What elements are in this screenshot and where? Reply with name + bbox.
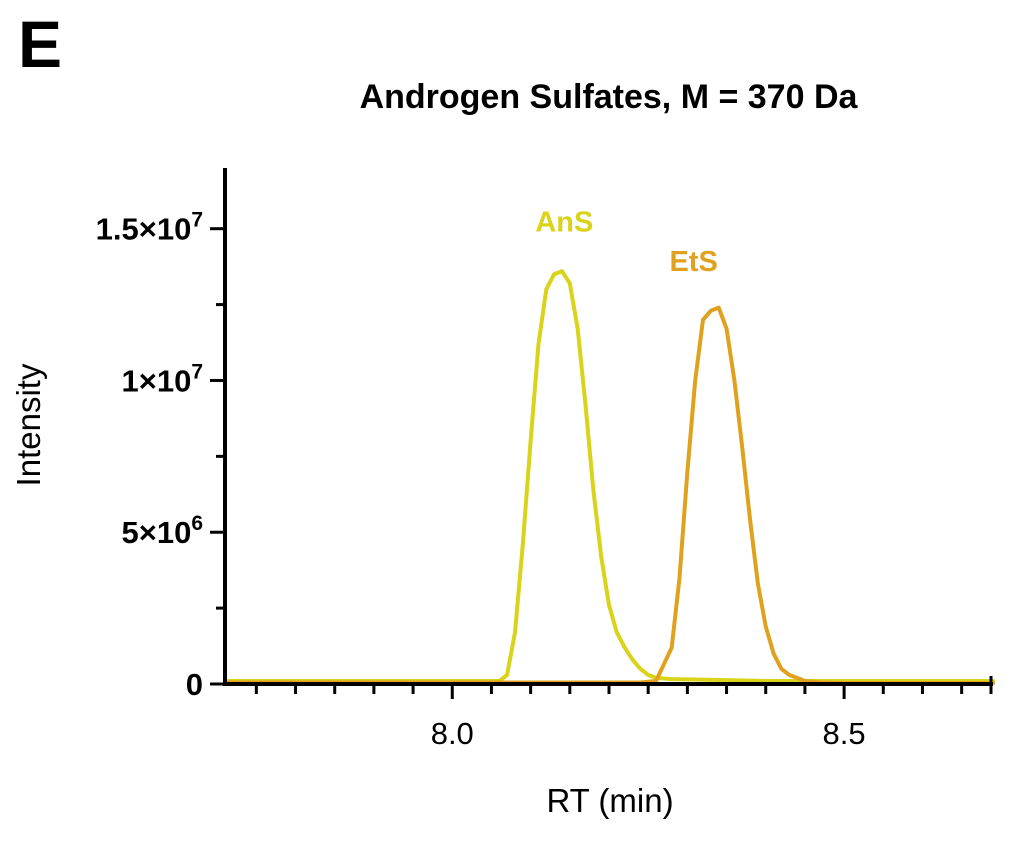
series-line-ans <box>223 269 995 683</box>
chart-title: Androgen Sulfates, M = 370 Da <box>359 78 858 116</box>
axis-layer: 0 5×106 1×107 1.5×107 8.0 8.5 <box>96 168 993 751</box>
panel-label: E <box>18 7 63 81</box>
series-layer <box>223 269 995 686</box>
y-tick-label: 1.5×107 <box>96 209 203 247</box>
x-axis-title: RT (min) <box>546 782 673 819</box>
series-line-ets <box>223 305 995 686</box>
y-axis-title: Intensity <box>10 363 47 486</box>
y-tick-label: 1×107 <box>121 360 203 398</box>
series-label-ets: EtS <box>669 246 717 278</box>
label-layer: AnS EtS <box>535 207 717 278</box>
x-tick-label: 8.0 <box>431 716 474 751</box>
x-tick-label: 8.5 <box>823 716 866 751</box>
y-tick-label: 0 <box>186 667 203 702</box>
series-label-ans: AnS <box>535 207 593 239</box>
y-tick-label: 5×106 <box>121 512 203 550</box>
